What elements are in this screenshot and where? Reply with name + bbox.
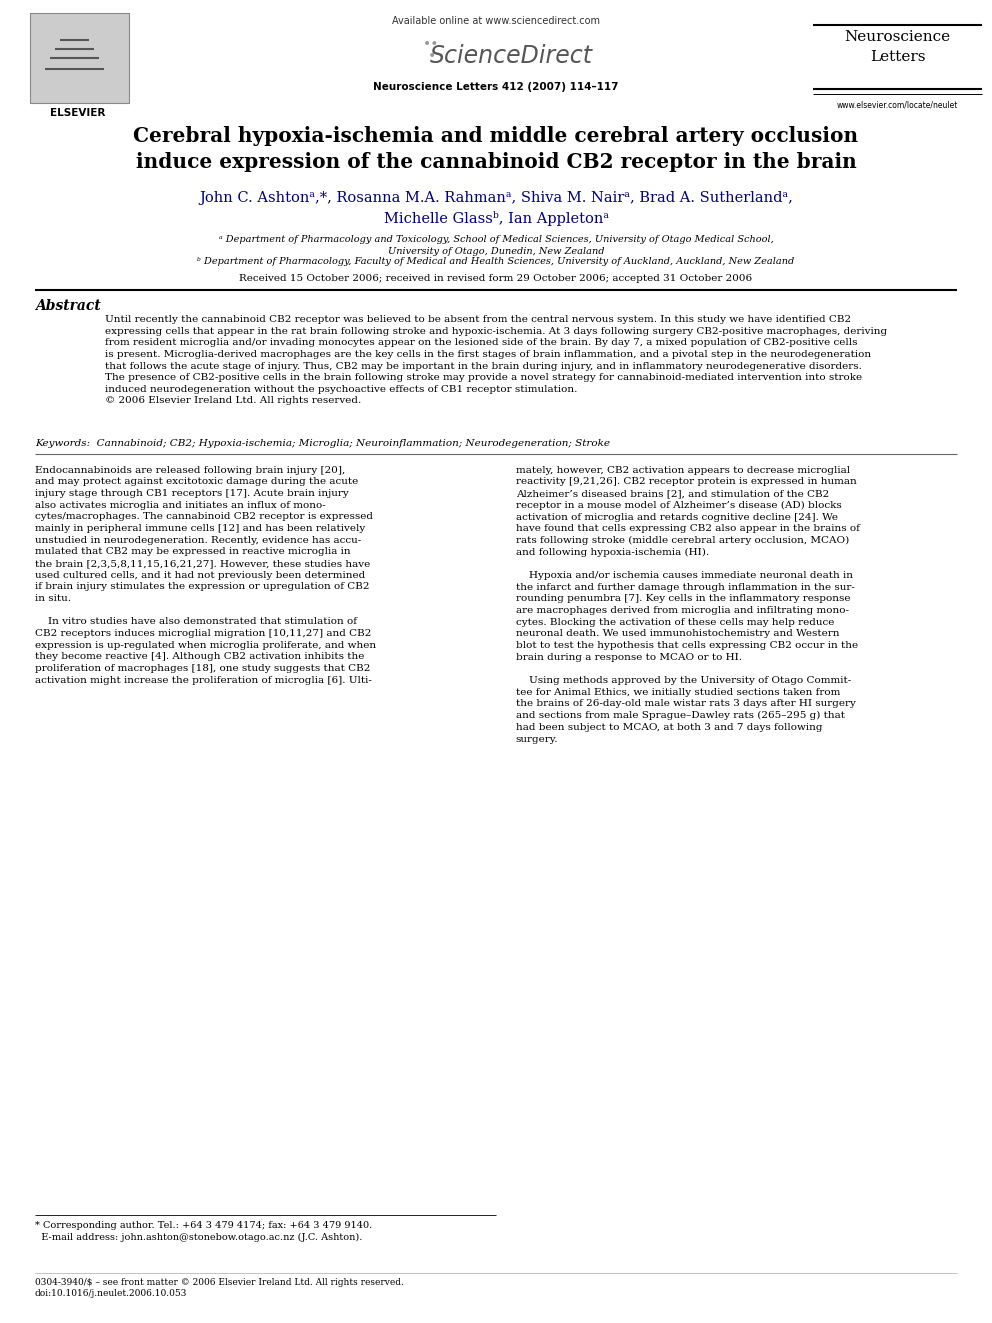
Text: ELSEVIER: ELSEVIER	[50, 108, 105, 119]
FancyBboxPatch shape	[30, 13, 129, 103]
Text: Available online at www.sciencedirect.com: Available online at www.sciencedirect.co…	[392, 16, 600, 26]
Text: Keywords:  Cannabinoid; CB2; Hypoxia-ischemia; Microglia; Neuroinflammation; Neu: Keywords: Cannabinoid; CB2; Hypoxia-isch…	[35, 439, 610, 448]
Text: 0304-3940/$ – see front matter © 2006 Elsevier Ireland Ltd. All rights reserved.: 0304-3940/$ – see front matter © 2006 El…	[35, 1278, 404, 1298]
Text: mately, however, CB2 activation appears to decrease microglial
reactivity [9,21,: mately, however, CB2 activation appears …	[516, 466, 860, 744]
Text: www.elsevier.com/locate/neulet: www.elsevier.com/locate/neulet	[837, 101, 958, 110]
Text: ScienceDirect: ScienceDirect	[430, 44, 592, 67]
Text: Neuroscience Letters 412 (2007) 114–117: Neuroscience Letters 412 (2007) 114–117	[373, 82, 619, 93]
Text: Until recently the cannabinoid CB2 receptor was believed to be absent from the c: Until recently the cannabinoid CB2 recep…	[105, 315, 887, 405]
Text: John C. Ashtonᵃ,*, Rosanna M.A. Rahmanᵃ, Shiva M. Nairᵃ, Brad A. Sutherlandᵃ,
Mi: John C. Ashtonᵃ,*, Rosanna M.A. Rahmanᵃ,…	[199, 191, 793, 225]
Text: * Corresponding author. Tel.: +64 3 479 4174; fax: +64 3 479 9140.
  E-mail addr: * Corresponding author. Tel.: +64 3 479 …	[35, 1221, 372, 1242]
Text: Neuroscience
Letters: Neuroscience Letters	[845, 30, 950, 64]
Text: ᵇ Department of Pharmacology, Faculty of Medical and Health Sciences, University: ᵇ Department of Pharmacology, Faculty of…	[197, 257, 795, 266]
Text: Cerebral hypoxia-ischemia and middle cerebral artery occlusion
induce expression: Cerebral hypoxia-ischemia and middle cer…	[134, 126, 858, 172]
Text: ᵃ Department of Pharmacology and Toxicology, School of Medical Sciences, Univers: ᵃ Department of Pharmacology and Toxicol…	[218, 235, 774, 257]
Text: Received 15 October 2006; received in revised form 29 October 2006; accepted 31 : Received 15 October 2006; received in re…	[239, 274, 753, 283]
Text: Endocannabinoids are released following brain injury [20],
and may protect again: Endocannabinoids are released following …	[35, 466, 376, 684]
Text: Abstract: Abstract	[35, 299, 100, 314]
Text: ••
•: •• •	[424, 37, 439, 64]
